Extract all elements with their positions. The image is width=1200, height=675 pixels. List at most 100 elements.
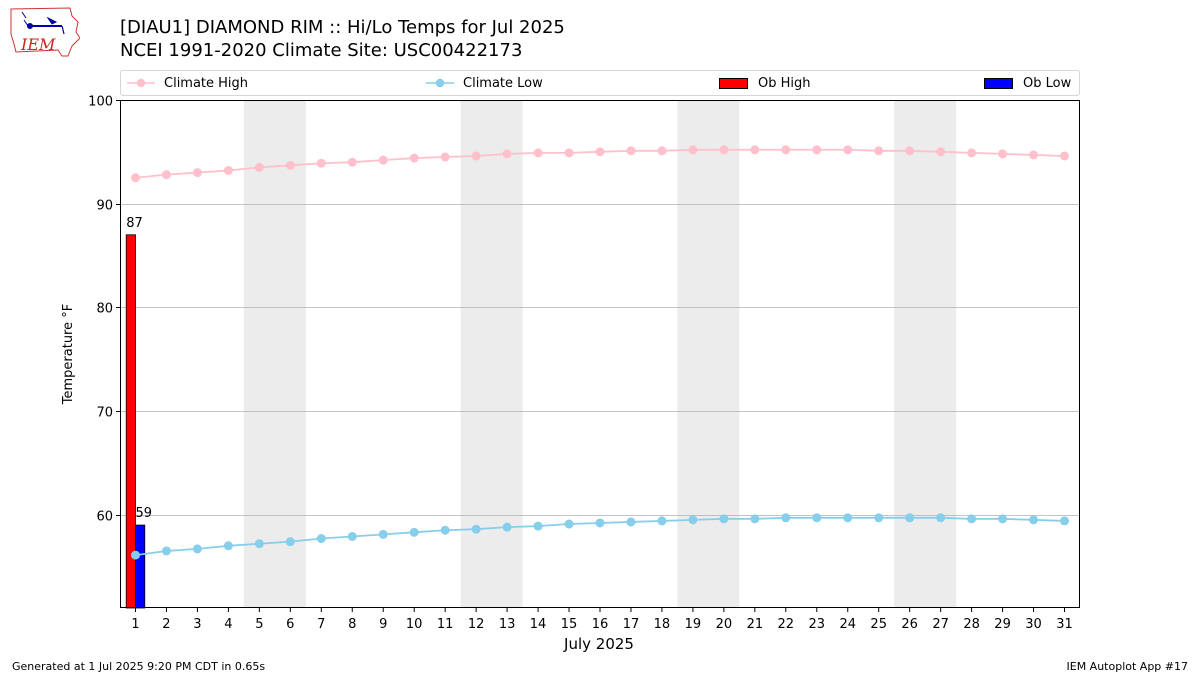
x-tick-label: 16 [592,617,609,632]
climate-low-point [223,541,233,551]
climate-low-point [998,514,1008,524]
climate-low-point [719,514,729,524]
climate-high-point [533,148,543,158]
climate-high-point [316,158,326,168]
climate-high-point [440,152,450,162]
legend-item-climate-low: Climate Low [426,71,543,95]
climate-high-point [936,147,946,157]
climate-high-point [285,160,295,170]
x-tick-label: 26 [901,617,918,632]
climate-low-point [936,513,946,523]
logo-text: IEM [20,35,56,54]
climate-high-point [161,170,171,180]
y-axis-label: Temperature °F [61,304,76,405]
y-tick-label: 90 [96,199,113,214]
y-tick-label: 60 [96,510,113,525]
climate-high-point [502,149,512,159]
climate-high-marker-icon [127,78,155,88]
climate-low-point [843,513,853,523]
climate-low-point [161,546,171,556]
legend-label-climate-high: Climate High [164,75,249,91]
climate-high-point [223,165,233,175]
climate-low-point [905,513,915,523]
x-tick-label: 17 [623,617,640,632]
x-tick-label: 28 [963,617,980,632]
climate-low-point [285,537,295,547]
climate-low-point [533,521,543,531]
gridlines [120,100,1080,516]
climate-low-point [874,513,884,523]
climate-low-point [967,514,977,524]
climate-low-point [688,515,698,525]
climate-low-point [564,519,574,529]
x-tick-label: 11 [437,617,454,632]
legend-label-ob-high: Ob High [758,75,811,91]
ob-high-value-label: 87 [126,216,143,231]
x-tick-label: 25 [870,617,887,632]
climate-high-point [719,145,729,155]
x-tick-label: 6 [286,617,294,632]
climate-low-point [750,514,760,524]
climate-low-point [657,516,667,526]
x-tick-label: 3 [193,617,201,632]
ob-low-value-label: 59 [135,506,152,521]
climate-high-point [812,145,822,155]
climate-high-point [874,146,884,156]
climate-high-point [688,145,698,155]
climate-low-point [626,517,636,527]
climate-high-point [595,147,605,157]
climate-low-point [812,513,822,523]
climate-low-point [1060,516,1070,526]
climate-low-point [378,529,388,539]
ob-high-bar [125,234,136,609]
climate-low-line [135,516,1065,557]
x-tick-label: 4 [224,617,232,632]
iem-logo: IEM [10,7,80,57]
climate-low-point [192,544,202,554]
climate-high-point [1029,150,1039,160]
weekend-band [243,100,306,608]
y-tick-label: 80 [96,302,113,317]
climate-high-point [626,146,636,156]
chart-subtitle: NCEI 1991-2020 Climate Site: USC00422173 [120,40,523,61]
climate-low-point [440,525,450,535]
climate-low-point [781,513,791,523]
climate-high-point [471,151,481,161]
climate-high-point [378,155,388,165]
legend-label-ob-low: Ob Low [1023,75,1072,91]
ob-high-swatch-icon [719,77,748,89]
x-tick-label: 10 [406,617,423,632]
ob-low-bar [135,524,146,609]
climate-high-point [130,173,140,183]
x-tick-label: 2 [162,617,170,632]
x-tick-label: 12 [468,617,485,632]
climate-low-point [1029,515,1039,525]
weekend-band [460,100,523,608]
climate-high-point [564,148,574,158]
climate-low-point [130,550,140,560]
climate-high-point [192,168,202,178]
climate-low-point [347,531,357,541]
x-tick-label: 1 [131,617,139,632]
legend-label-climate-low: Climate Low [463,75,543,91]
x-tick-label: 13 [499,617,516,632]
x-tick-label: 7 [317,617,325,632]
weekend-band [677,100,740,608]
y-axis: 60 70 80 90 100 [88,95,120,525]
climate-low-point [316,534,326,544]
climate-high-point [998,149,1008,159]
x-tick-label: 24 [839,617,856,632]
x-tick-label: 14 [530,617,547,632]
climate-lines [130,145,1070,560]
x-tick-label: 27 [932,617,949,632]
climate-low-point [254,539,264,549]
y-tick-label: 100 [88,95,113,110]
generated-timestamp: Generated at 1 Jul 2025 9:20 PM CDT in 0… [12,660,266,673]
climate-high-point [347,157,357,167]
climate-high-point [781,145,791,155]
weekend-shading [243,100,957,608]
climate-low-marker-icon [426,78,454,88]
x-tick-label: 31 [1056,617,1073,632]
chart-title: [DIAU1] DIAMOND RIM :: Hi/Lo Temps for J… [120,17,565,38]
climate-low-point [502,522,512,532]
